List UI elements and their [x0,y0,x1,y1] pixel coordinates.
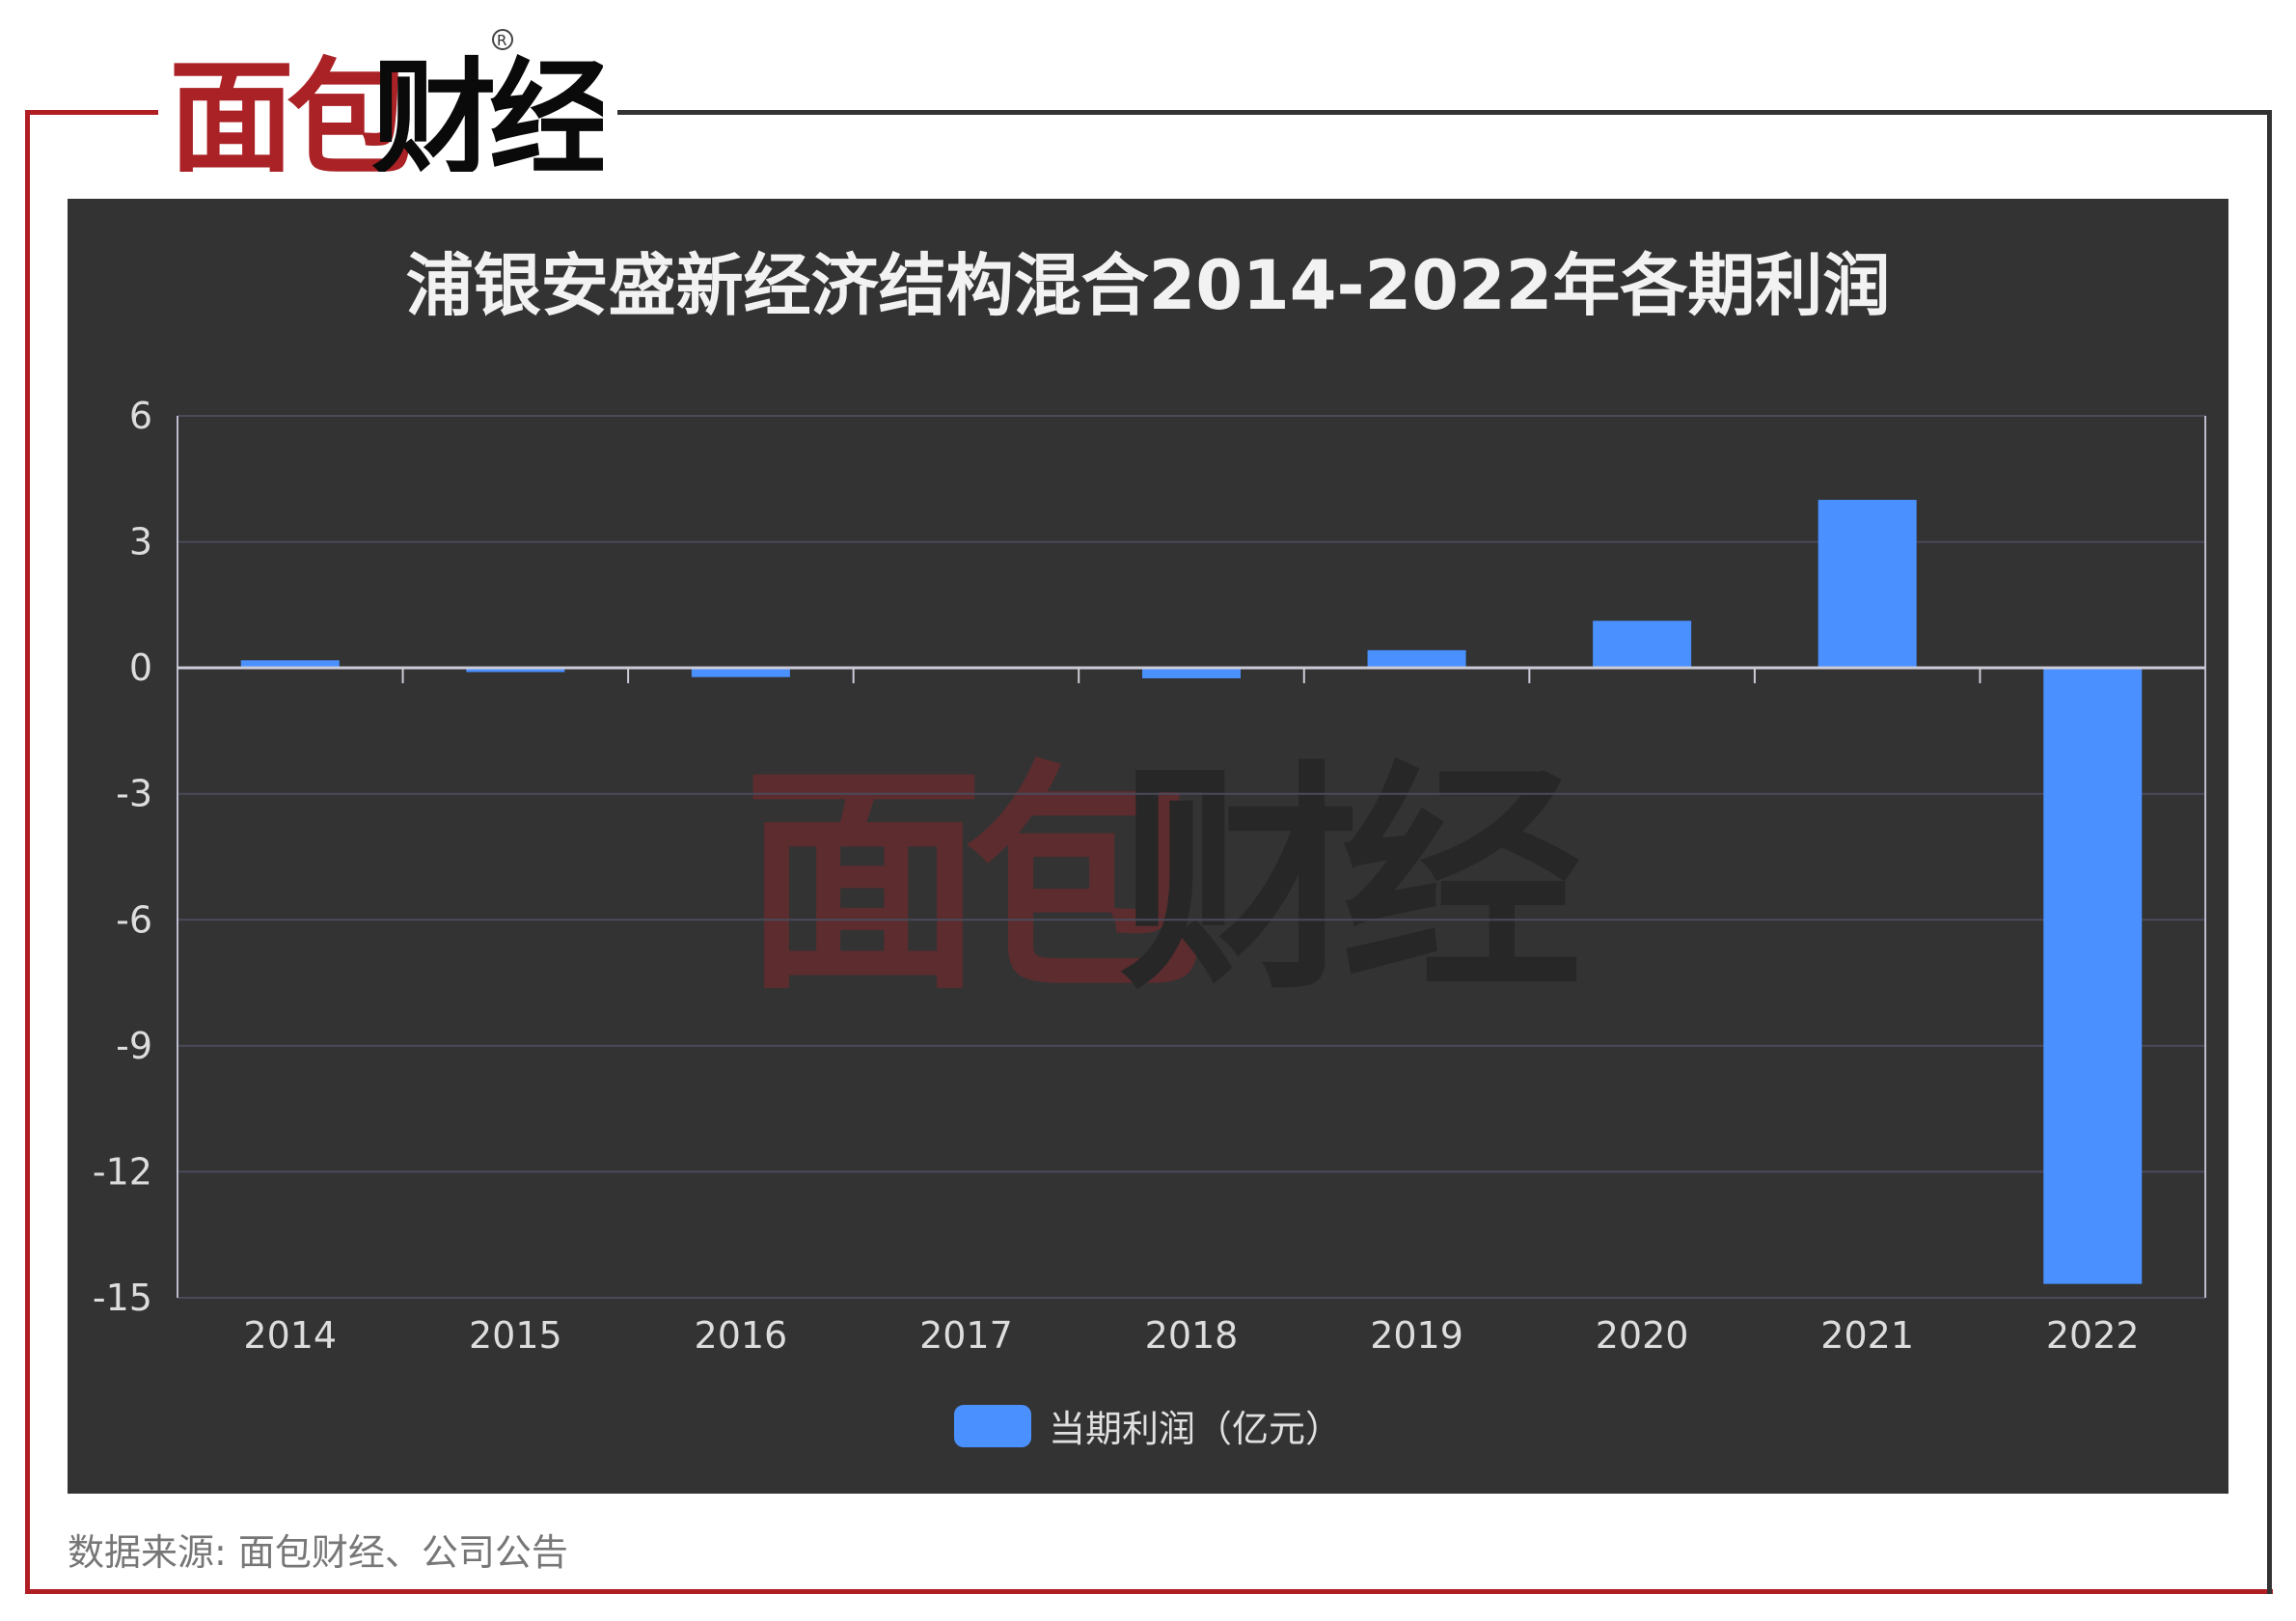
bar-2020 [1593,620,1692,669]
frame-line [25,1589,2273,1594]
x-tick-label: 2020 [1596,1314,1689,1357]
legend-label: 当期利润（亿元） [1048,1408,1342,1450]
chart-area [68,199,2228,1494]
x-tick-label: 2014 [243,1314,337,1357]
x-tick-label: 2016 [695,1314,788,1357]
legend-swatch [953,1404,1031,1447]
y-tick-label: -6 [116,898,152,941]
chart-title: 浦银安盛新经济结构混合2014-2022年各期利润 [405,246,1891,325]
legend[interactable]: 当期利润（亿元） [0,1399,2296,1452]
frame-line [2267,110,2272,1594]
bar-2019 [1367,649,1466,669]
bar-2021 [1818,500,1917,669]
x-tick-label: 2019 [1370,1314,1463,1357]
svg-text:R: R [497,32,506,49]
bar-2018 [1142,668,1241,679]
y-tick-label: -12 [93,1150,152,1193]
y-tick-label: 6 [129,395,152,437]
y-tick-label: 0 [129,646,152,689]
y-tick-label: 3 [129,521,152,563]
bar-2022 [2043,668,2143,1284]
watermark-logo: 面包 财经 [743,741,1599,1022]
x-tick-label: 2015 [469,1314,562,1357]
frame-line [25,110,158,115]
x-tick-label: 2017 [919,1314,1013,1357]
frame-line [617,110,2272,115]
bar-2014 [240,660,340,669]
svg-text:面包: 面包 [169,45,410,172]
x-tick-label: 2021 [1820,1314,1914,1357]
brand-logo: 面包 财经 R [169,29,603,172]
y-tick-label: -3 [116,773,152,815]
x-tick-label: 2022 [2046,1314,2140,1357]
frame-line [25,112,30,1594]
svg-text:财经: 财经 [1119,741,1580,1022]
x-tick-label: 2018 [1145,1314,1239,1357]
svg-text:财经: 财经 [371,45,603,172]
bar-2015 [466,668,565,673]
bar-2016 [691,668,790,677]
svg-text:面包: 面包 [743,741,1201,1022]
y-tick-label: -9 [116,1025,152,1067]
y-tick-label: -15 [93,1277,152,1319]
source-note: 数据来源: 面包财经、公司公告 [68,1531,568,1574]
